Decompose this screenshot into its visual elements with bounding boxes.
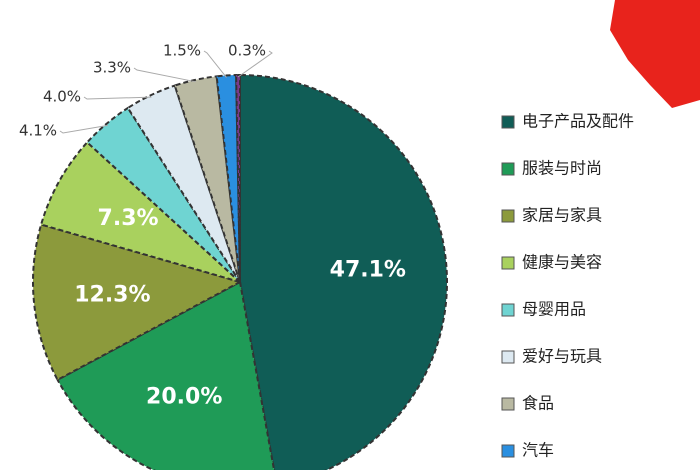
data-label: 47.1% [330,258,406,283]
pie-slice [126,84,241,283]
data-label: 20.0% [146,385,222,410]
legend-label: 电子产品及配件 [522,112,634,131]
legend-label: 服装与时尚 [522,159,602,178]
data-label: 12.3% [74,282,150,307]
legend-swatch [501,397,515,411]
pie-slice [39,140,241,283]
data-label: 4.0% [43,88,81,106]
legend-label: 家居与家具 [522,206,602,225]
pie-slice [32,223,243,382]
leader-line [203,50,227,78]
leader-line [237,50,273,78]
pie-slice [239,73,448,470]
data-label: 7.3% [98,206,159,231]
data-label: 4.1% [19,122,57,140]
legend-swatch [501,115,515,129]
legend-swatch [501,444,515,458]
leader-line [133,67,196,83]
legend-label: 母婴用品 [522,300,586,319]
legend-swatch [501,256,515,270]
pie-slice [173,75,241,283]
map-decoration [610,0,700,108]
legend-label: 爱好与玩具 [522,347,602,366]
legend-swatch [501,209,515,223]
pie-slice [56,280,276,470]
leader-line [83,96,152,100]
pie [32,73,448,470]
pie-slice [85,106,241,283]
legend-label: 食品 [522,394,554,413]
legend-swatch [501,162,515,176]
data-label: 1.5% [163,42,201,60]
legend-label: 健康与美容 [522,253,602,272]
pie-slice [215,74,241,283]
pie-slice [235,73,241,283]
legend-label: 汽车 [522,441,554,460]
data-label: 0.3% [228,42,266,60]
data-label: 3.3% [93,59,131,77]
leader-line [59,124,108,134]
legend-swatch [501,303,515,317]
legend-swatch [501,350,515,364]
labels: 47.1% 20.0% 12.3% 7.3% 4.1% 4.0% 3.3% 1.5% 0.3% [19,42,406,410]
